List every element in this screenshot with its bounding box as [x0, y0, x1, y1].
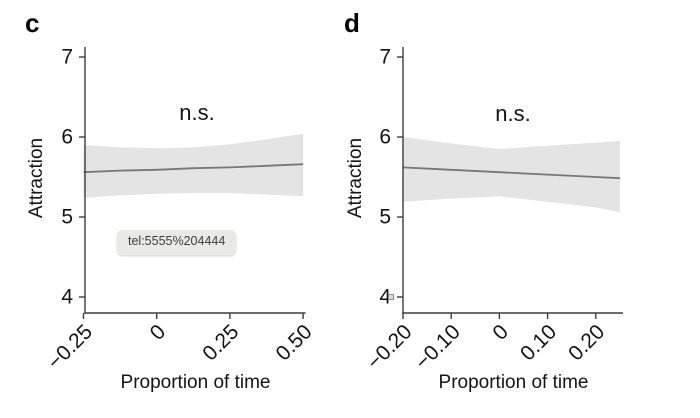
x-tick-label-c: 0 [146, 320, 171, 345]
y-tick-label-d: 7 [379, 46, 391, 69]
regression-line-c [83, 163, 304, 174]
x-tick-label-d: 0.20 [564, 320, 609, 365]
y-tick-label-d: 5 [379, 206, 391, 229]
x-tick-label-c: −0.25 [43, 320, 97, 374]
tiny-square-artifact [388, 294, 394, 300]
y-tick-label-c: 6 [61, 126, 73, 149]
y-tick-label-d: 4 [379, 286, 391, 309]
regression-line-d [402, 166, 620, 180]
link-preview-tooltip: tel:5555%204444 [117, 230, 237, 255]
x-tick-label-d: 0.10 [516, 320, 561, 365]
y-axis-title-c: Attraction [26, 137, 47, 219]
x-tick-label-d: −0.10 [411, 320, 465, 374]
significance-annotation-d: n.s. [495, 101, 531, 126]
x-tick-label-c: 0.50 [271, 320, 316, 365]
x-tick-label-c: 0.25 [198, 320, 243, 365]
y-axis-title-d: Attraction [345, 137, 366, 219]
confidence-band-d [403, 137, 620, 213]
confidence-band-c [83, 133, 304, 198]
y-tick-label-c: 5 [61, 206, 73, 229]
x-axis-title-c: Proportion of time [120, 372, 271, 393]
x-tick-label-d: −0.20 [363, 320, 417, 374]
y-tick-label-c: 7 [61, 46, 73, 69]
link-preview-tooltip-text: tel:5555%204444 [128, 234, 226, 248]
panel-label-c: c [25, 8, 40, 38]
y-tick-label-c: 4 [61, 286, 73, 309]
x-tick-label-d: 0 [488, 320, 513, 345]
panel-label-d: d [344, 8, 360, 38]
y-tick-label-d: 6 [379, 126, 391, 149]
x-axis-title-d: Proportion of time [438, 372, 589, 393]
significance-annotation-c: n.s. [179, 100, 215, 125]
